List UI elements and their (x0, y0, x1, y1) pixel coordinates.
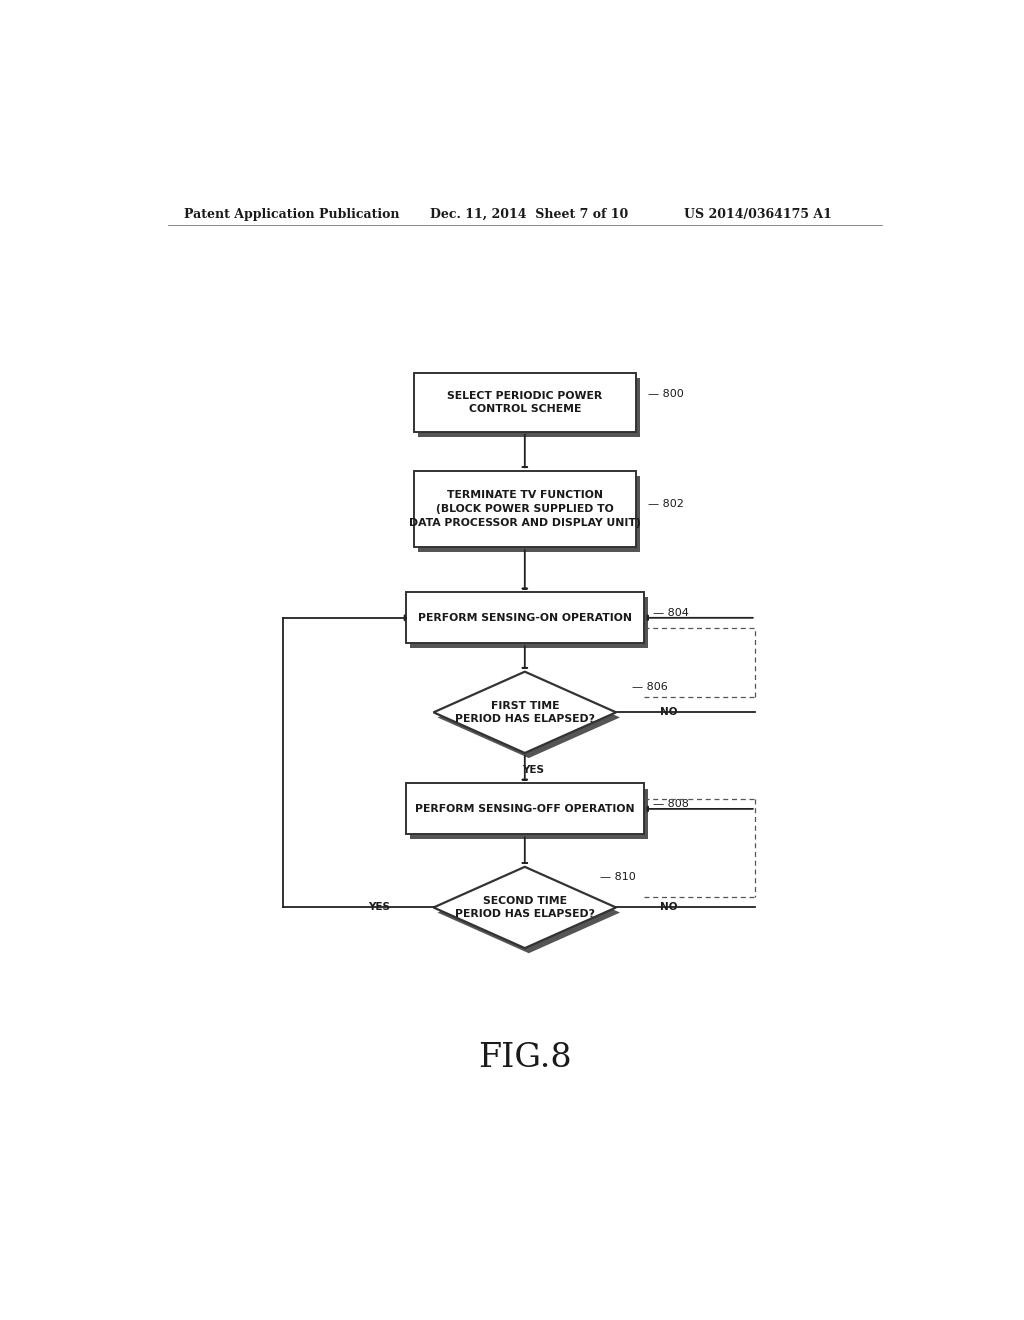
Text: NO: NO (659, 708, 677, 717)
Text: SECOND TIME
PERIOD HAS ELAPSED?: SECOND TIME PERIOD HAS ELAPSED? (455, 896, 595, 919)
FancyBboxPatch shape (410, 598, 648, 648)
Polygon shape (437, 677, 620, 758)
Text: PERFORM SENSING-OFF OPERATION: PERFORM SENSING-OFF OPERATION (415, 804, 635, 814)
Polygon shape (433, 867, 616, 948)
FancyBboxPatch shape (406, 784, 644, 834)
FancyBboxPatch shape (418, 477, 640, 552)
Text: FIRST TIME
PERIOD HAS ELAPSED?: FIRST TIME PERIOD HAS ELAPSED? (455, 701, 595, 725)
Text: — 800: — 800 (648, 389, 684, 399)
Text: — 804: — 804 (653, 607, 689, 618)
Text: PERFORM SENSING-ON OPERATION: PERFORM SENSING-ON OPERATION (418, 612, 632, 623)
Text: TERMINATE TV FUNCTION
(BLOCK POWER SUPPLIED TO
DATA PROCESSOR AND DISPLAY UNIT): TERMINATE TV FUNCTION (BLOCK POWER SUPPL… (409, 491, 641, 528)
Text: Dec. 11, 2014  Sheet 7 of 10: Dec. 11, 2014 Sheet 7 of 10 (430, 207, 628, 220)
FancyBboxPatch shape (414, 372, 636, 432)
Text: YES: YES (368, 903, 390, 912)
Text: — 810: — 810 (600, 873, 636, 882)
Text: SELECT PERIODIC POWER
CONTROL SCHEME: SELECT PERIODIC POWER CONTROL SCHEME (447, 391, 602, 414)
FancyBboxPatch shape (410, 788, 648, 840)
FancyBboxPatch shape (414, 471, 636, 548)
Text: US 2014/0364175 A1: US 2014/0364175 A1 (684, 207, 831, 220)
Text: — 806: — 806 (632, 682, 668, 692)
Polygon shape (437, 873, 620, 953)
Text: — 808: — 808 (653, 799, 689, 809)
Text: FIG.8: FIG.8 (478, 1041, 571, 1074)
FancyBboxPatch shape (418, 378, 640, 437)
Polygon shape (433, 672, 616, 752)
Text: YES: YES (522, 766, 544, 775)
FancyBboxPatch shape (406, 593, 644, 643)
Text: — 802: — 802 (648, 499, 684, 510)
Text: Patent Application Publication: Patent Application Publication (183, 207, 399, 220)
Text: NO: NO (659, 903, 677, 912)
